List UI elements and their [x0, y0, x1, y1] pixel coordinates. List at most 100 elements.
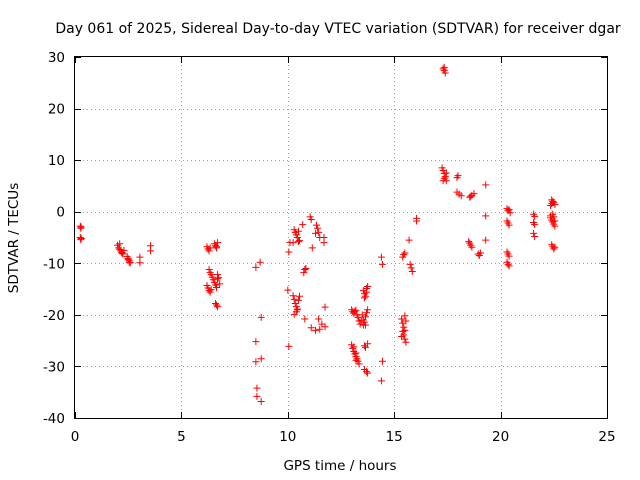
data-point	[252, 358, 260, 366]
data-point	[377, 253, 385, 261]
y-tick-label: 20	[48, 102, 65, 118]
data-point	[363, 309, 371, 317]
data-point	[531, 221, 539, 229]
data-point	[125, 258, 133, 266]
data-point	[401, 249, 409, 257]
data-point	[360, 294, 368, 302]
data-point	[551, 243, 559, 251]
data-point	[400, 323, 408, 331]
data-point	[361, 321, 369, 329]
x-axis-label: GPS time / hours	[283, 458, 396, 474]
data-point	[364, 340, 372, 348]
data-point	[531, 212, 539, 220]
data-point	[505, 221, 513, 229]
data-point	[505, 252, 513, 260]
data-point	[256, 258, 264, 266]
data-point	[316, 325, 324, 333]
x-tick-label: 0	[71, 429, 80, 445]
data-point	[402, 317, 410, 325]
data-point	[315, 315, 323, 323]
data-point	[214, 271, 222, 279]
data-point	[116, 240, 124, 248]
data-point	[293, 305, 301, 313]
data-point	[351, 307, 359, 315]
data-point	[465, 238, 473, 246]
data-point	[213, 243, 221, 251]
data-point	[349, 344, 357, 352]
y-tick-label: 30	[48, 50, 65, 66]
data-point	[361, 343, 369, 351]
data-point	[551, 217, 559, 225]
data-point	[118, 248, 126, 256]
chart-title: Day 061 of 2025, Sidereal Day-to-day VTE…	[55, 21, 621, 37]
data-point	[476, 249, 484, 257]
data-point	[453, 174, 461, 182]
data-point	[359, 316, 367, 324]
data-point	[550, 213, 558, 221]
data-point	[550, 245, 558, 253]
data-point	[77, 235, 85, 243]
data-point	[289, 292, 297, 300]
data-point	[352, 349, 360, 357]
data-point	[402, 338, 410, 346]
data-point	[467, 192, 475, 200]
data-point	[406, 260, 414, 268]
x-tick-label: 5	[177, 429, 186, 445]
data-point	[311, 326, 319, 334]
data-point	[314, 224, 322, 232]
data-point	[321, 303, 329, 311]
data-point	[296, 237, 304, 245]
data-point	[364, 369, 372, 377]
data-point	[505, 206, 513, 214]
data-points	[76, 63, 559, 405]
data-point	[531, 232, 539, 240]
data-point	[215, 274, 223, 282]
data-point	[315, 228, 323, 236]
data-point	[213, 301, 221, 309]
data-point	[257, 313, 265, 321]
data-point	[408, 268, 416, 276]
x-tick-label: 15	[386, 429, 403, 445]
data-point	[468, 243, 476, 251]
data-point	[548, 196, 556, 204]
data-point	[355, 360, 363, 368]
data-point	[482, 212, 490, 220]
data-point	[147, 247, 155, 255]
data-point	[299, 221, 307, 229]
data-point	[257, 355, 265, 363]
data-point	[457, 192, 465, 200]
data-point	[321, 323, 329, 331]
y-tick-label: -20	[43, 308, 65, 324]
data-point	[257, 397, 265, 405]
data-point	[439, 65, 447, 73]
data-point	[401, 326, 409, 334]
data-point	[398, 333, 406, 341]
x-tick-label: 20	[492, 429, 509, 445]
data-point	[378, 260, 386, 268]
data-point	[311, 229, 319, 237]
data-point	[213, 284, 221, 292]
data-point	[307, 215, 315, 223]
data-point	[364, 282, 372, 290]
data-point	[405, 236, 413, 244]
data-point	[205, 247, 213, 255]
data-point	[407, 264, 415, 272]
plot-frame	[74, 56, 608, 419]
data-point	[289, 239, 297, 247]
y-tick-label: -10	[43, 256, 65, 272]
data-point	[294, 296, 302, 304]
data-point	[413, 214, 421, 222]
x-tick-label: 25	[598, 429, 615, 445]
data-point	[290, 295, 298, 303]
data-point	[252, 338, 260, 346]
data-point	[482, 181, 490, 189]
data-point	[252, 263, 260, 271]
y-tick-label: -30	[43, 359, 65, 375]
data-point	[301, 315, 309, 323]
axis-ticks: 0 5 10 15 20 25 -40 -30 -20 -10 0 10 20 30	[43, 50, 616, 445]
data-point	[207, 286, 215, 294]
data-point	[361, 292, 369, 300]
data-point	[307, 324, 315, 332]
data-point	[504, 260, 512, 268]
